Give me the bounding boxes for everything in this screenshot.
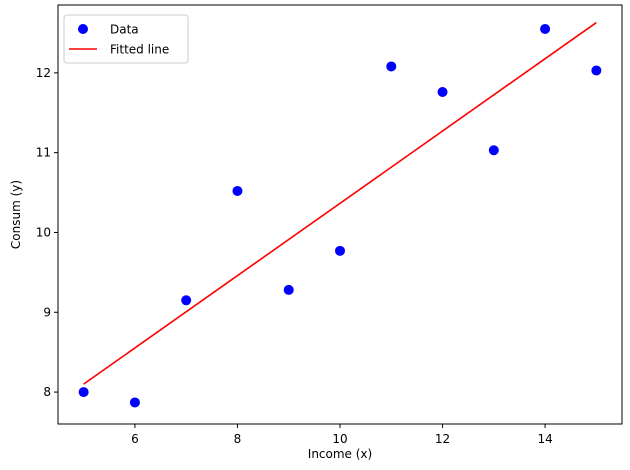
x-tick-label: 12 (435, 432, 450, 446)
y-axis-ticks: 8 9 10 11 12 (36, 66, 58, 399)
fitted-line-layer (83, 21, 597, 385)
x-tick-label: 10 (332, 432, 347, 446)
data-points-layer (78, 23, 602, 408)
data-point (540, 23, 551, 34)
plot-frame (57, 4, 623, 425)
legend-data-label: Data (110, 23, 139, 37)
data-point (78, 387, 89, 398)
data-point (488, 145, 499, 156)
data-point (591, 65, 602, 76)
data-point (232, 185, 243, 196)
data-point (386, 61, 397, 72)
legend: Data Fitted line (63, 14, 189, 64)
data-point (437, 86, 448, 97)
y-axis-label: Consum (y) (9, 180, 23, 249)
x-tick-label: 8 (234, 432, 242, 446)
y-tick-label: 10 (36, 225, 51, 239)
y-tick-label: 12 (36, 66, 51, 80)
y-tick-label: 8 (43, 385, 51, 399)
legend-data-marker (78, 24, 88, 34)
x-tick-label: 14 (537, 432, 552, 446)
x-tick-label: 6 (131, 432, 139, 446)
data-point (129, 397, 140, 408)
x-axis-ticks: 6 8 10 12 14 (131, 424, 553, 446)
legend-box (63, 14, 189, 64)
data-point (283, 284, 294, 295)
data-point (181, 295, 192, 306)
plot-area (58, 5, 622, 424)
data-point (335, 245, 345, 256)
y-tick-label: 9 (43, 305, 51, 319)
legend-fitted-line-label: Fitted line (110, 43, 169, 57)
fitted-line (83, 21, 597, 385)
x-axis-label: Income (x) (308, 447, 372, 461)
y-tick-label: 11 (36, 146, 51, 160)
